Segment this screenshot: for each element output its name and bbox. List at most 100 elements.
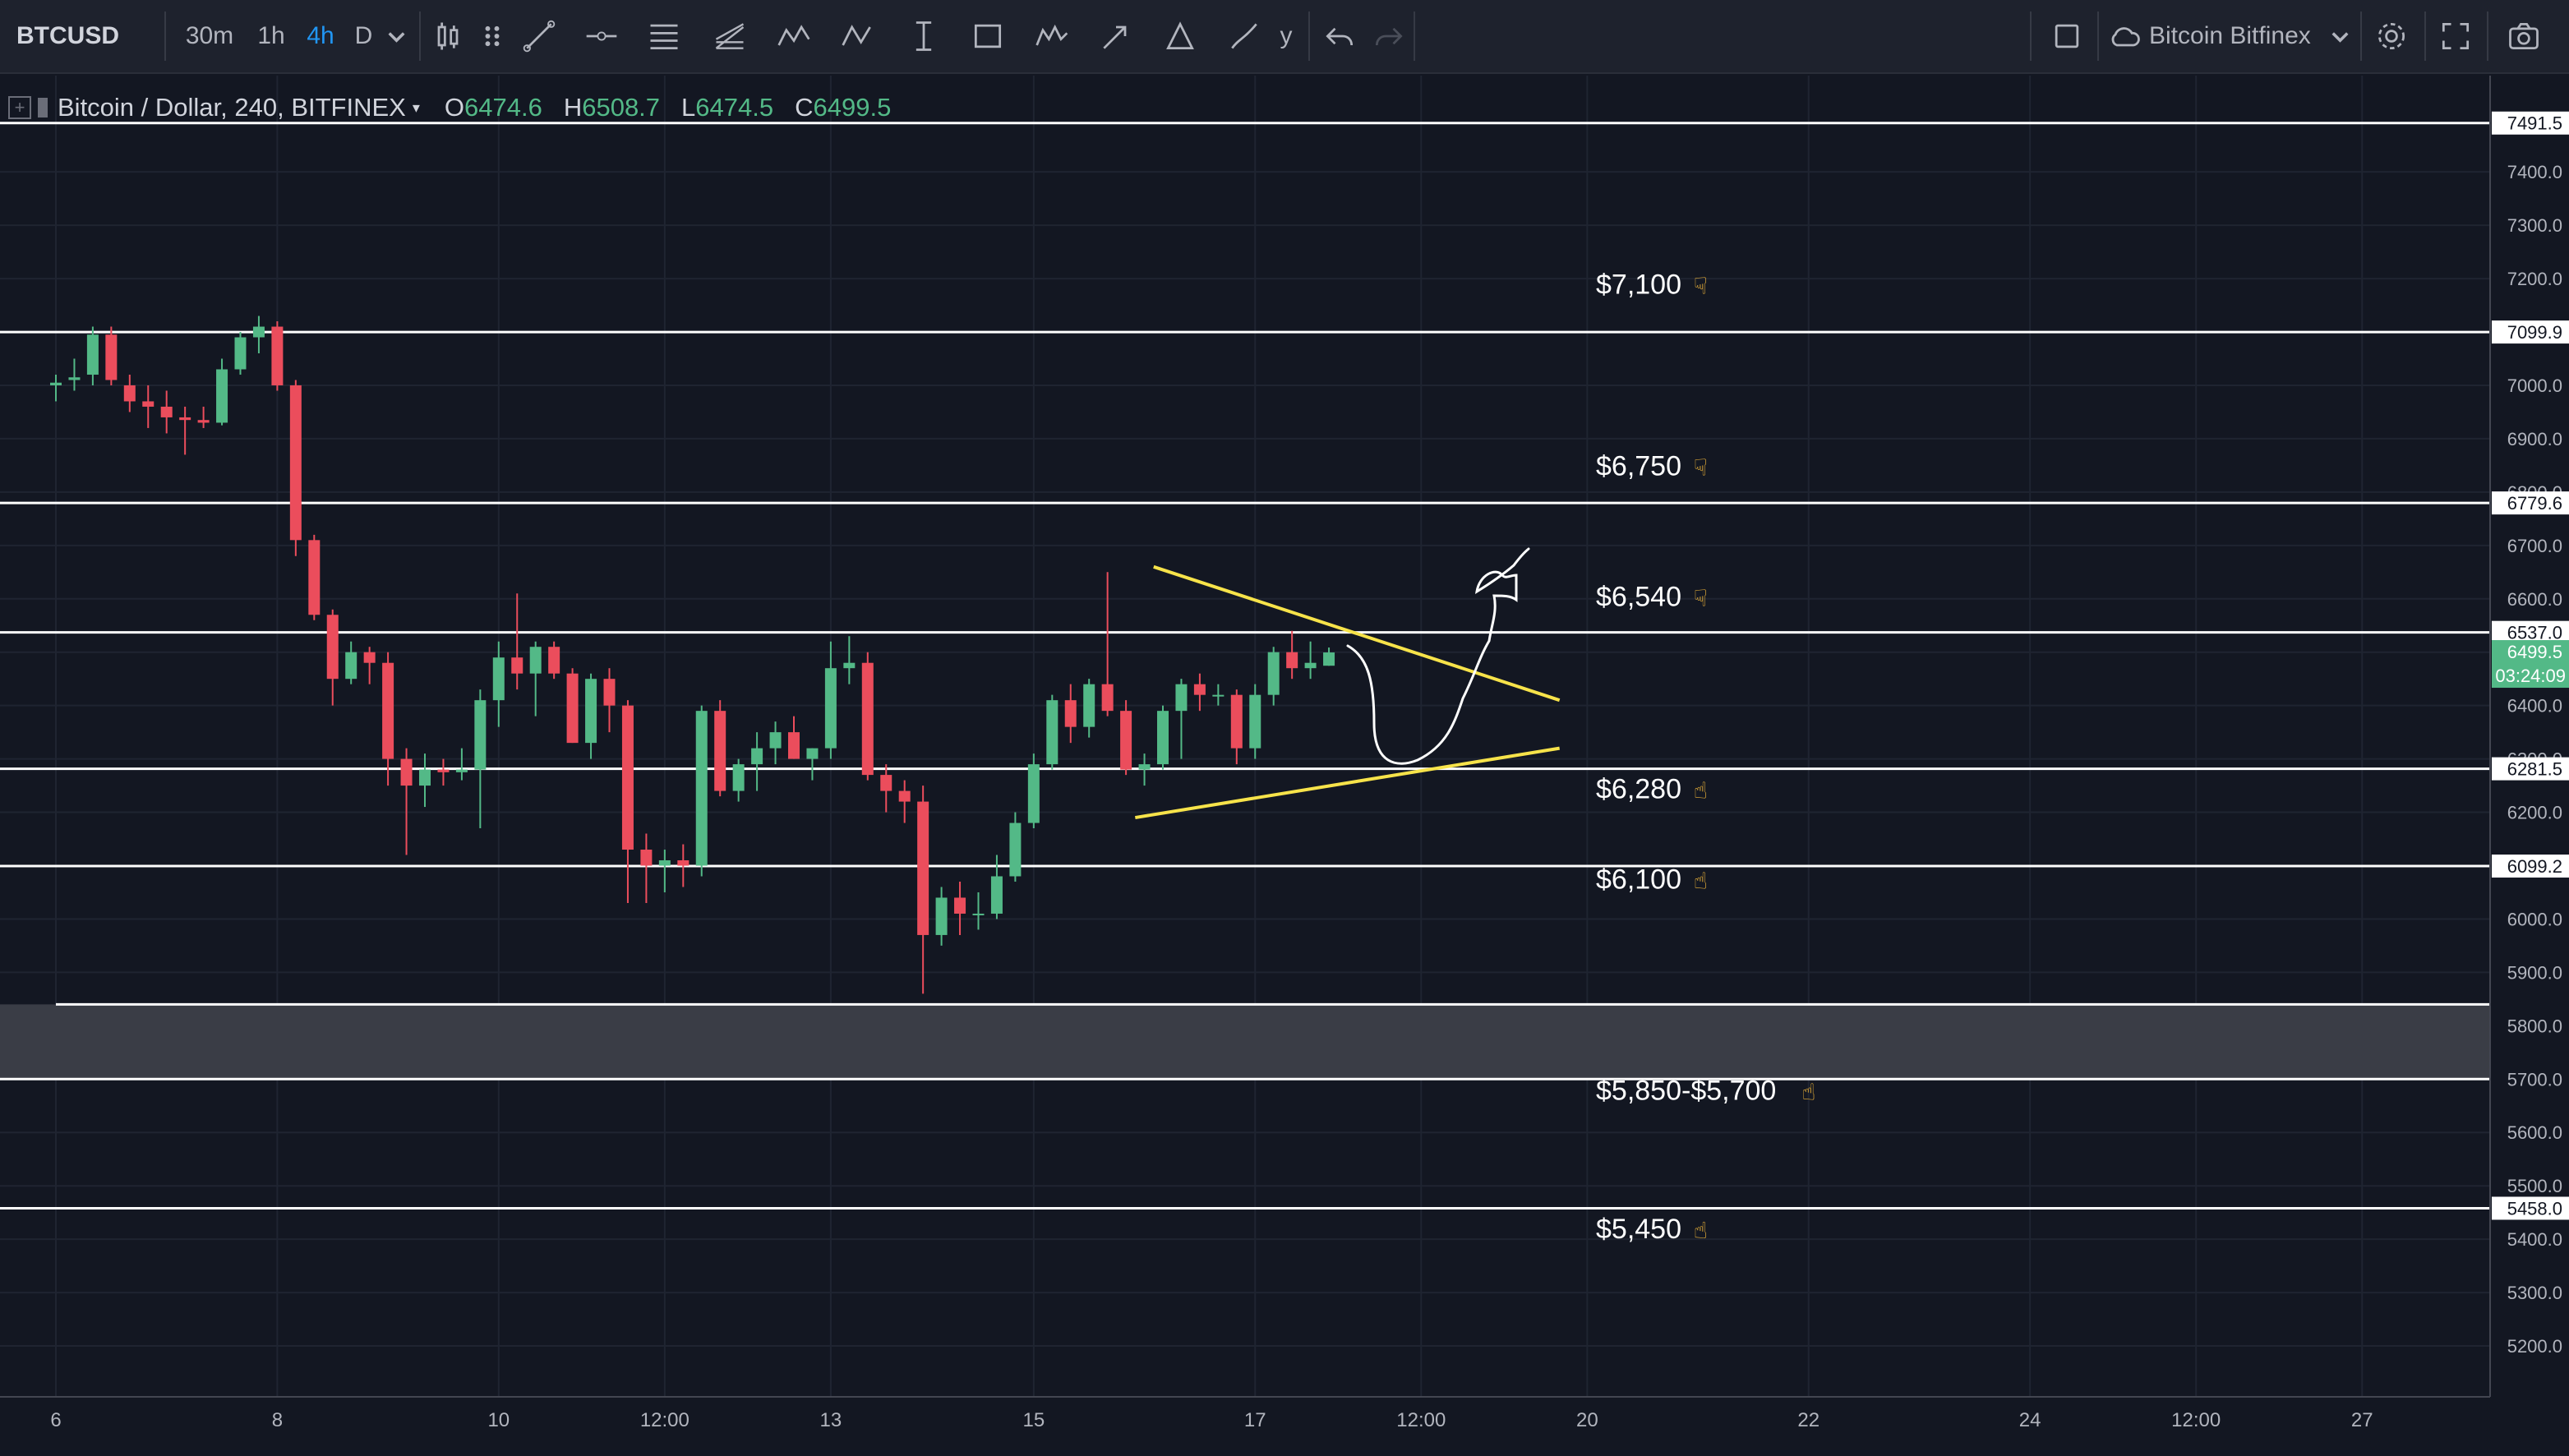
arrow-tool-icon[interactable] <box>1086 0 1146 72</box>
interval-30m[interactable]: 30m <box>185 22 234 49</box>
price-annotation: $6,100 <box>1596 864 1681 896</box>
candle-body <box>363 652 376 663</box>
price-tick-label: 5400.0 <box>2507 1229 2562 1250</box>
candle-body <box>216 369 228 423</box>
time-tick-label: 10 <box>487 1409 510 1431</box>
measure-icon[interactable] <box>894 0 953 72</box>
toolbar-divider <box>2487 12 2488 61</box>
candle-body <box>1175 684 1188 712</box>
toolbar-divider <box>164 12 166 61</box>
candle-body <box>50 382 62 385</box>
candle-body <box>769 732 782 749</box>
price-tag-label: 6099.2 <box>2507 856 2562 877</box>
candle-body <box>492 657 505 701</box>
candle-body <box>603 679 616 706</box>
interval-dropdown-icon[interactable] <box>382 0 411 72</box>
brush-icon[interactable] <box>1215 0 1274 72</box>
toolbar-divider <box>2097 12 2099 61</box>
time-tick-label: 13 <box>820 1409 842 1431</box>
candle-body <box>732 764 745 791</box>
drag-handle-icon[interactable] <box>480 0 505 72</box>
pattern-icon[interactable] <box>764 0 823 72</box>
trendlines <box>1135 564 1561 820</box>
pointing-up-icon: ☝ <box>1694 1217 1708 1244</box>
toolbar-divider <box>1308 12 1310 61</box>
price-annotation: $5,850-$5,700 <box>1596 1075 1776 1106</box>
camera-icon[interactable] <box>2495 0 2553 72</box>
candle-body <box>1009 822 1022 877</box>
interval-4h[interactable]: 4h <box>307 22 334 49</box>
time-tick-label: 12:00 <box>2171 1409 2221 1431</box>
price-tag-box <box>2492 1196 2569 1220</box>
candle-body <box>123 385 136 402</box>
expand-icon[interactable] <box>2431 0 2480 72</box>
price-tag-box <box>2492 855 2569 878</box>
price-tag-label: 6779.6 <box>2507 493 2562 514</box>
candle-body <box>382 662 394 759</box>
candle-body <box>271 326 284 385</box>
abcd-pattern-icon[interactable] <box>828 0 888 72</box>
horizontal-line-icon[interactable] <box>572 0 631 72</box>
legend-plus-icon[interactable]: + <box>8 96 31 119</box>
support-resistance-lines <box>0 122 2490 1209</box>
candle-body <box>455 769 468 772</box>
interval-1h[interactable]: 1h <box>257 22 285 49</box>
candle-body <box>179 417 191 421</box>
legend-high-label: H <box>563 93 583 122</box>
rectangle-icon[interactable] <box>958 0 1017 72</box>
redo-icon[interactable] <box>1364 0 1414 72</box>
gear-icon[interactable] <box>2367 0 2416 72</box>
fullscreen-square-icon[interactable] <box>2038 0 2096 72</box>
symbol-search[interactable]: BTCUSD <box>16 22 119 49</box>
cloud-icon <box>2100 0 2149 72</box>
candle-body <box>1212 694 1225 697</box>
candle-body <box>677 860 690 866</box>
price-tick-label: 7400.0 <box>2507 162 2562 182</box>
price-tick-label: 5800.0 <box>2507 1016 2562 1036</box>
interval-d[interactable]: D <box>354 22 373 49</box>
candle-body <box>234 337 247 370</box>
legend-dropdown-icon[interactable]: ▾ <box>412 99 420 116</box>
exchange-selector[interactable]: Bitcoin Bitfinex <box>2149 22 2311 49</box>
elliott-wave-icon[interactable] <box>1022 0 1082 72</box>
candle-body <box>511 657 523 674</box>
candle-body <box>419 769 431 786</box>
candle-body <box>935 897 948 935</box>
candle-body <box>197 420 210 423</box>
price-tag-label: 7491.5 <box>2507 113 2562 134</box>
price-tick-label: 5900.0 <box>2507 962 2562 983</box>
candle-body <box>289 385 302 541</box>
chart-style-icon[interactable] <box>427 0 468 72</box>
candle-body <box>658 860 671 866</box>
exchange-dropdown-icon[interactable] <box>2326 0 2355 72</box>
toolbar-divider <box>1414 12 1415 61</box>
price-chart[interactable]: $7,100 ☟ $6,750 ☟ $6,540 ☟ $6,280 ☝ $6,100 ☝ $5,85… <box>0 74 2569 1456</box>
candle-body <box>585 679 597 744</box>
pointing-up-icon: ☝ <box>1801 1078 1815 1105</box>
legend-open-label: O <box>444 93 464 122</box>
candle-body <box>1157 711 1169 765</box>
toolbar-partial-label: y <box>1280 22 1293 49</box>
price-annotation: $6,540 <box>1596 582 1681 613</box>
price-tag-box <box>2492 757 2569 781</box>
legend-high-value: 6508.7 <box>582 93 661 122</box>
candle-body <box>861 662 874 776</box>
legend-title[interactable]: Bitcoin / Dollar, 240, BITFINEX <box>58 93 406 122</box>
projection-icon[interactable] <box>1151 0 1210 72</box>
shaded-zone <box>0 1004 2490 1080</box>
candle-body <box>990 876 1003 914</box>
pitchfork-icon[interactable] <box>700 0 759 72</box>
candle-body <box>1138 764 1151 770</box>
hand-drawn-projection <box>1346 547 1530 765</box>
legend-open-value: 6474.6 <box>464 93 542 122</box>
fib-retracement-icon[interactable] <box>634 0 694 72</box>
candle-body <box>308 540 321 615</box>
trend-line-icon[interactable] <box>510 0 569 72</box>
undo-icon[interactable] <box>1315 0 1364 72</box>
price-tag-label: 6537.0 <box>2507 623 2562 643</box>
legend-low-value: 6474.5 <box>695 93 774 122</box>
time-tick-label: 12:00 <box>1396 1409 1446 1431</box>
candle-body <box>1046 700 1059 765</box>
price-tick-label: 5300.0 <box>2507 1283 2562 1303</box>
last-price-box <box>2492 640 2569 689</box>
